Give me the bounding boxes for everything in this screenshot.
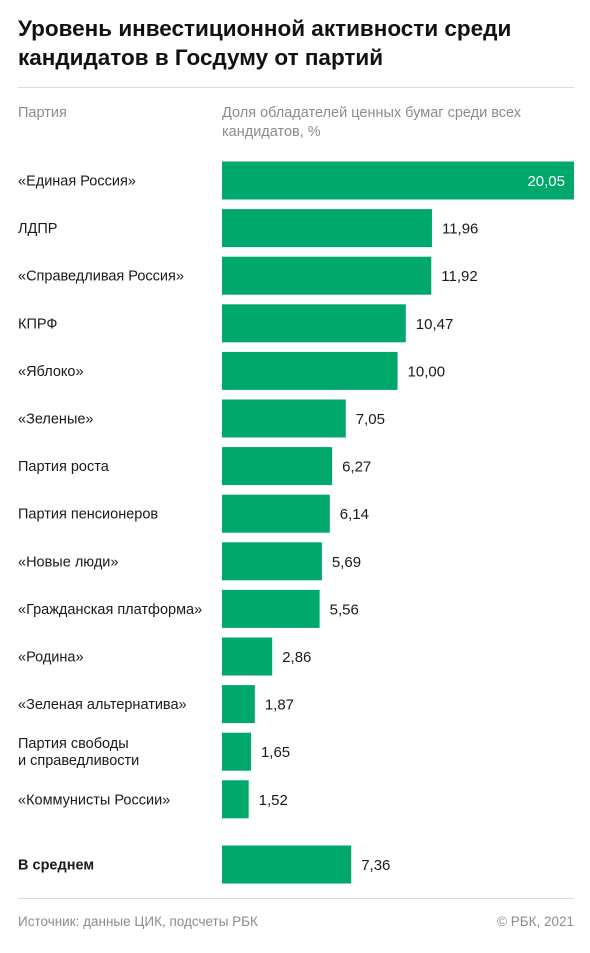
bar-row-label: «Яблоко» — [18, 364, 84, 380]
bar-row-bar — [222, 209, 432, 248]
bar-row-label: Партия свободы и справедливости — [18, 736, 139, 769]
bar-row-label: «Справедливая Россия» — [18, 269, 184, 285]
bar-row-bar — [222, 304, 406, 343]
bar-row-label: «Новые люди» — [18, 554, 118, 570]
bar-row-bar — [222, 399, 346, 438]
column-header-share: Доля обладателей ценных бумаг среди всех… — [222, 105, 522, 140]
bar-row-label: «Единая Россия» — [18, 174, 136, 190]
bar-row-bar — [222, 351, 398, 390]
chart-title: Уровень инвестиционной активности среди … — [18, 16, 512, 70]
bar-row-label: «Зеленые» — [18, 412, 94, 428]
bar-row-bar — [222, 161, 574, 200]
bar-row-value-label: 1,52 — [259, 792, 288, 809]
bar-row-value-label: 2,86 — [282, 649, 311, 666]
bar-row-label: Партия роста — [18, 459, 110, 475]
column-header-party: Партия — [18, 105, 67, 121]
bar-row-label: ЛДПР — [18, 221, 57, 237]
bar-row-bar — [222, 685, 255, 724]
bar-row-value-label: 20,05 — [527, 173, 565, 190]
top-divider — [18, 87, 574, 88]
bar-row-bar — [222, 256, 432, 295]
bar-row-label: «Коммунисты России» — [18, 792, 170, 808]
bar-row-value-label: 1,87 — [265, 697, 294, 714]
bar-row-bar — [222, 447, 333, 486]
bar-row-bar — [222, 780, 249, 819]
bar-row-value-label: 10,00 — [408, 363, 446, 380]
bar-row-value-label: 10,47 — [416, 316, 454, 333]
copyright: © РБК, 2021 — [497, 914, 574, 929]
bar-row-bar — [222, 542, 322, 581]
bar-row-label: «Гражданская платформа» — [18, 602, 202, 618]
bar-row-bar — [222, 732, 251, 771]
bar-row-bar — [222, 637, 273, 676]
bar-row-value-label: 1,65 — [261, 744, 290, 761]
bar-row-label: «Родина» — [18, 650, 84, 666]
bar-row-value-label: 5,69 — [332, 554, 361, 571]
bar-row-label: «Зеленая альтернатива» — [18, 697, 187, 713]
bar-row-bar — [222, 494, 330, 533]
bar-row-label: КПРФ — [18, 316, 57, 332]
bar-row-value-label: 6,14 — [340, 506, 369, 523]
average-row-label: В среднем — [18, 858, 94, 874]
bar-row-label: Партия пенсионеров — [18, 507, 158, 523]
bar-row-value-label: 11,96 — [442, 221, 478, 238]
average-row-bar — [222, 845, 352, 884]
bar-row-value-label: 11,92 — [441, 268, 477, 285]
bar-row-value-label: 6,27 — [342, 459, 371, 476]
bar-row-value-label: 5,56 — [330, 601, 359, 618]
bar-row-bar — [222, 589, 320, 628]
source-note: Источник: данные ЦИК, подсчеты РБК — [18, 914, 258, 929]
average-row-value-label: 7,36 — [361, 857, 390, 874]
bottom-divider — [18, 898, 574, 899]
bar-row-value-label: 7,05 — [356, 411, 385, 428]
